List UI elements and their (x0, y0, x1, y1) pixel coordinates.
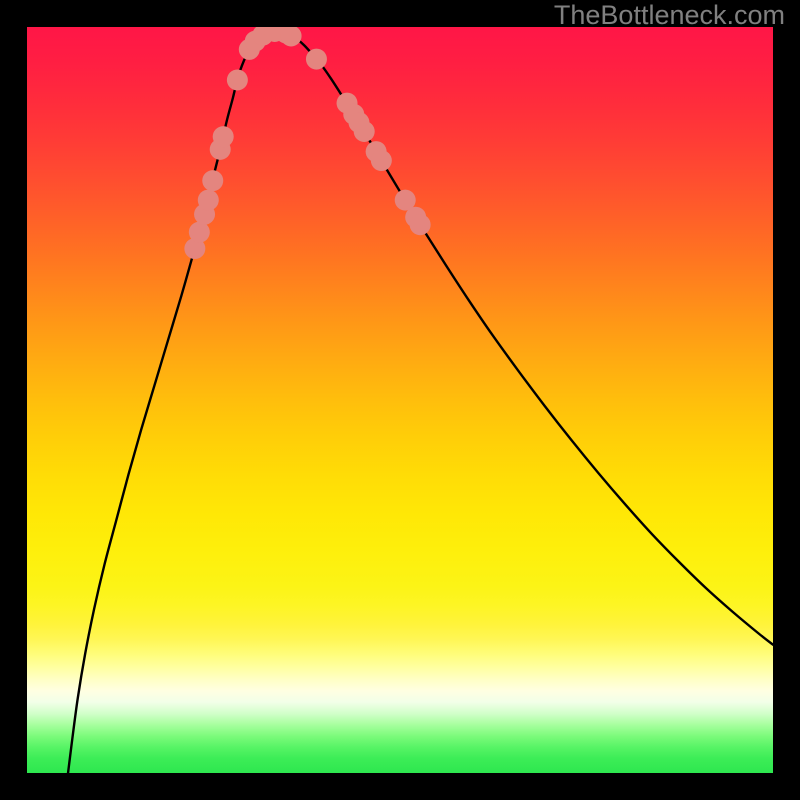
data-marker (227, 69, 248, 90)
data-marker (189, 222, 210, 243)
chart-frame (27, 27, 773, 773)
data-marker (371, 150, 392, 171)
data-marker (306, 49, 327, 70)
data-marker (198, 190, 219, 211)
watermark-text: TheBottleneck.com (554, 0, 785, 31)
data-marker (213, 126, 234, 147)
gradient-background (27, 27, 773, 773)
chart-svg (27, 27, 773, 773)
data-marker (410, 214, 431, 235)
data-marker (202, 170, 223, 191)
plot-area (27, 27, 773, 773)
data-marker (354, 121, 375, 142)
